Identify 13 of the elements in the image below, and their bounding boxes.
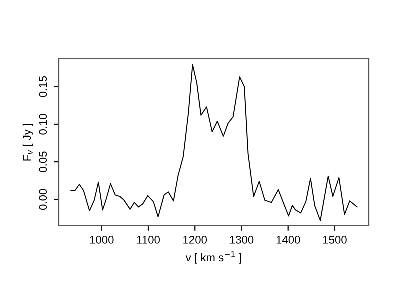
y-tick-label: 0.00 — [39, 189, 48, 210]
x-axis-title: v [ km s$^{−1}$ ] — [186, 252, 242, 264]
line-series — [70, 64, 358, 222]
x-tick-label: 1100 — [137, 236, 160, 244]
x-tick-label: 1000 — [90, 236, 114, 244]
x-tick-label: 1300 — [230, 236, 254, 244]
x-tick-label: 1400 — [276, 236, 300, 244]
y-tick-label: 0.10 — [39, 114, 48, 135]
y-tick-label: 0.05 — [39, 152, 48, 172]
y-tick-label: 0.15 — [39, 76, 48, 98]
x-tick-label: 1200 — [184, 236, 208, 244]
x-tick-label: 1500 — [323, 236, 347, 244]
y-axis-title: F$_{v}$ [ Jy ] — [22, 124, 34, 161]
